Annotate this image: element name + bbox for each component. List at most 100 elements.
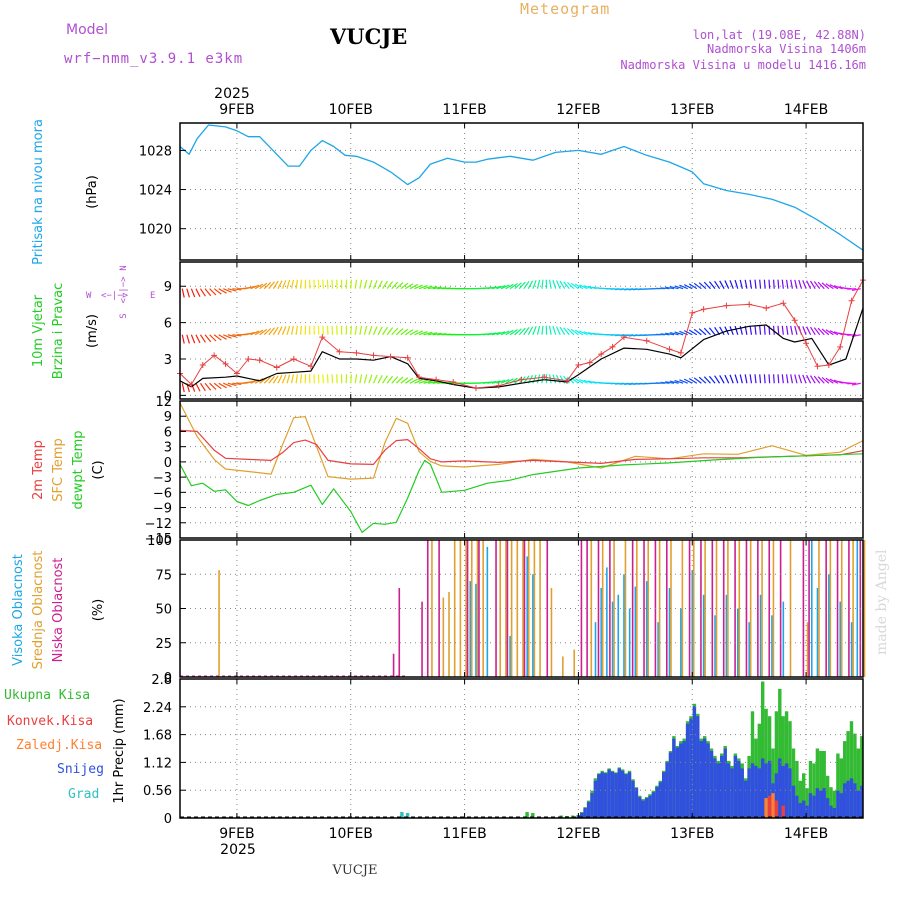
wind-direction-arrow [624,334,634,337]
wind-direction-arrow [223,334,232,339]
wind-direction-arrow [579,330,588,336]
wind-gust-marker [746,301,753,308]
precip-snow-bar [651,792,656,818]
wind-direction-arrow [350,325,352,335]
wind-direction-arrow [290,374,294,384]
precip-snow-bar [672,738,676,818]
wind-gust-marker [825,362,832,369]
wind-direction-arrow [851,288,861,291]
precip-snow-bar [641,800,645,818]
wind-direction-arrow [372,280,378,289]
wind-gust-marker [564,377,571,384]
precip-snow-bar [593,780,598,818]
wind-direction-arrow [405,329,414,336]
precip-snow-bar [600,772,604,818]
wind-direction-arrow [518,281,526,290]
date-label-bottom: 11FEB [442,826,486,842]
wind-direction-arrow [749,279,753,289]
wind-gust-marker [689,309,696,316]
precip-snow-bar [597,774,601,818]
wind-direction-arrow [802,326,807,335]
date-label-bottom: 12FEB [556,826,600,842]
precip-total-bar [829,787,833,818]
precip-snow-bar [846,780,850,818]
wind-direction-arrow [409,329,419,336]
wind-gust-marker [791,317,798,324]
wind-direction-arrow [509,283,518,290]
precip-total-bar [856,748,860,818]
wind-direction-arrow [195,334,201,344]
wind-direction-arrow [563,375,570,384]
wind-direction-arrow [290,279,294,289]
wind-direction-arrow [749,325,753,335]
wind-direction-arrow [624,288,634,291]
wind-direction-arrow [825,377,834,384]
wind-direction-arrow [505,378,514,384]
cloud-unit: (%) [91,599,106,622]
wind-direction-arrow [749,374,753,384]
precip-snow-bar [744,780,748,818]
wind-direction-arrow [268,375,275,384]
wind-direction-arrow [359,325,363,335]
wind-direction-arrow [744,279,748,289]
wind-direction-arrow [790,325,794,335]
precip-snow-bar [853,783,857,819]
precip-snow-bar [825,798,830,818]
wind-direction-arrow [414,284,423,290]
wind-gust-marker [780,300,787,307]
precip-snow-bar [644,798,649,818]
wind-direction-arrow [532,326,537,335]
wind-direction-arrow [527,326,534,336]
wind-direction-arrow [570,282,579,290]
wind-direction-arrow [536,374,541,384]
wind-direction-arrow [254,329,264,336]
wind-direction-arrow [768,374,771,384]
precip-snow-bar [638,797,642,818]
precip-snow-bar [634,788,639,818]
precip-total-bar [812,763,816,818]
wind-direction-arrow [359,374,363,384]
wind-direction-arrow [218,382,227,389]
precip-total-label: Ukupna Kisa [4,688,90,703]
precip-snow-bar [856,790,860,818]
precip-snow-bar [621,770,625,818]
wind-direction-arrow [223,288,232,293]
precip-total-bar [836,753,840,818]
date-label-top: 13FEB [670,102,714,118]
wind-gust-marker [307,363,314,370]
wind-direction-arrow [683,378,693,384]
wind-direction-arrow [368,374,373,384]
wind-direction-arrow [532,280,537,289]
y-tick-label: 12 [155,395,172,410]
precip-snow-bar [685,723,690,818]
wind-direction-arrow [281,280,287,289]
precip-total-bar [853,733,857,818]
wind-direction-arrow [703,376,711,384]
cloud-mid-label: Srednja Oblacnost [31,551,46,670]
y-tick-label: −9 [153,502,172,517]
wind-gust-marker [336,348,343,355]
wind-direction-arrow [825,329,834,336]
wind-direction-arrow [322,279,325,289]
wind-direction-arrow [395,282,404,290]
wind-direction-arrow [386,375,394,384]
precip-snow-bar [583,808,587,818]
wind-direction-arrow [491,285,501,290]
wind-gust-marker [353,349,360,356]
precip-total-bar [531,813,535,818]
wind-direction-arrow [331,374,334,384]
grid-layer [180,123,863,819]
wind-direction-arrow [821,282,830,290]
y-tick-label: −15 [145,532,172,547]
wind-direction-arrow [781,325,784,335]
precip-frz-bar [764,798,768,818]
precip-total-bar [791,748,796,818]
wind-direction-arrow [286,279,291,289]
wind-direction-arrow [754,325,757,335]
wind-direction-arrow [527,280,534,289]
wind-gust-marker [620,334,627,341]
y-tick-label: −12 [145,517,172,532]
wind-direction-arrow [199,334,206,343]
wind-direction-arrow [437,333,447,336]
wind-direction-arrow [781,374,784,384]
